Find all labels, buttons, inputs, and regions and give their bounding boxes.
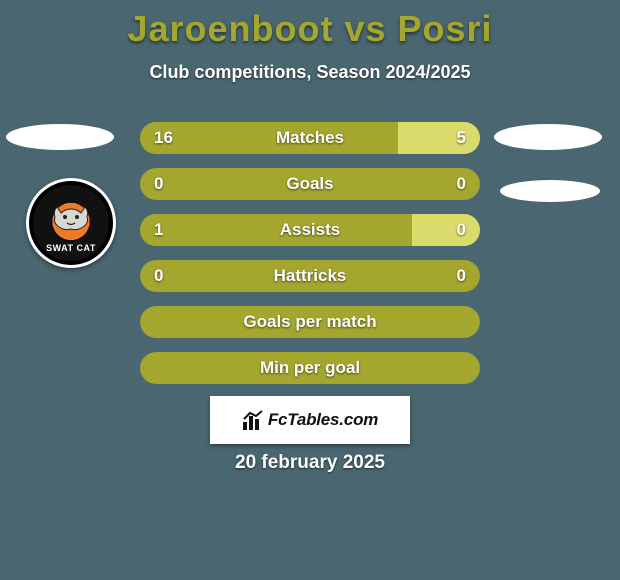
stat-right-value: 0 <box>457 168 466 200</box>
date-label: 20 february 2025 <box>0 452 620 474</box>
stat-left-value: 0 <box>154 260 163 292</box>
stat-right-value: 0 <box>457 214 466 246</box>
stat-label: Assists <box>140 214 480 246</box>
stat-label: Hattricks <box>140 260 480 292</box>
cat-icon <box>51 203 91 231</box>
stat-row: Goals0 0 <box>140 168 480 200</box>
stat-label: Goals per match <box>140 306 480 338</box>
team-badge: Swat cat <box>26 178 116 268</box>
stat-row: Min per goal <box>140 352 480 384</box>
brand-label: FcTables.com <box>268 410 378 430</box>
player-right-slot-1 <box>494 124 602 150</box>
stat-left-value: 1 <box>154 214 163 246</box>
stat-row: Goals per match <box>140 306 480 338</box>
team-badge-label: Swat cat <box>33 243 109 253</box>
stats-list: Matches165Goals00Assists10Hattricks00Goa… <box>140 122 480 398</box>
stat-label: Min per goal <box>140 352 480 384</box>
stat-row: Hattricks0 0 <box>140 260 480 292</box>
player-left-slot <box>6 124 114 150</box>
subtitle: Club competitions, Season 2024/2025 <box>0 62 620 83</box>
stat-left-value: 16 <box>154 122 173 154</box>
player-right-slot-2 <box>500 180 600 202</box>
stat-right-value: 5 <box>457 122 466 154</box>
stat-row: Matches16 5 <box>140 122 480 154</box>
stat-left-value: 0 <box>154 168 163 200</box>
stat-row: Assists1 0 <box>140 214 480 246</box>
brand-badge[interactable]: FcTables.com <box>210 396 410 444</box>
team-badge-ring: Swat cat <box>29 181 113 265</box>
stat-label: Goals <box>140 168 480 200</box>
page-title: Jaroenboot vs Posri <box>0 0 620 50</box>
comparison-card: Jaroenboot vs Posri Club competitions, S… <box>0 0 620 580</box>
stat-label: Matches <box>140 122 480 154</box>
bar-chart-icon <box>242 409 264 431</box>
stat-right-value: 0 <box>457 260 466 292</box>
